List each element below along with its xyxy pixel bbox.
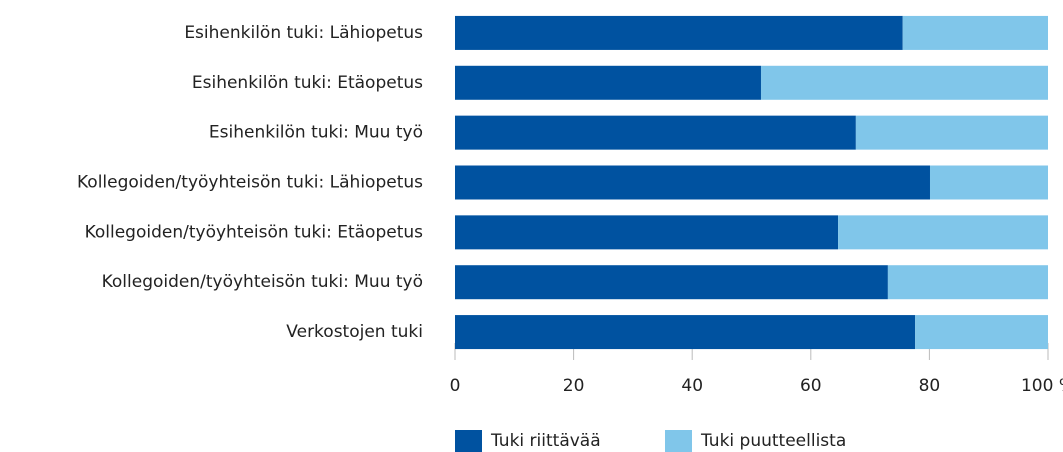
bar-segment bbox=[455, 165, 930, 200]
bar-segment bbox=[929, 165, 1048, 200]
x-tick-label: 20 bbox=[563, 376, 585, 396]
legend-label: Tuki puutteellista bbox=[700, 431, 846, 451]
y-tick-label: Esihenkilön tuki: Muu työ bbox=[209, 123, 423, 143]
y-tick-label: Esihenkilön tuki: Etäopetus bbox=[192, 73, 423, 93]
bar-segment bbox=[902, 15, 1048, 50]
bar-segment bbox=[855, 115, 1048, 150]
y-tick-label: Kollegoiden/työyhteisön tuki: Muu työ bbox=[102, 272, 423, 292]
bar-segment bbox=[455, 215, 839, 250]
legend-swatch bbox=[455, 430, 482, 452]
y-tick-label: Esihenkilön tuki: Lähiopetus bbox=[184, 23, 423, 43]
y-tick-label: Kollegoiden/työyhteisön tuki: Etäopetus bbox=[85, 222, 424, 242]
bar-segment bbox=[838, 215, 1048, 250]
x-tick-label: 80 bbox=[919, 376, 941, 396]
legend-swatch bbox=[665, 430, 692, 452]
bar-segment bbox=[455, 65, 761, 100]
x-tick-label: 60 bbox=[800, 376, 822, 396]
bar-segment bbox=[887, 265, 1048, 300]
bar-segment bbox=[455, 315, 916, 350]
legend-label: Tuki riittävää bbox=[490, 431, 601, 451]
bar-segment bbox=[915, 315, 1048, 350]
bar-segment bbox=[455, 265, 888, 300]
x-tick-label: 0 bbox=[450, 376, 461, 396]
y-tick-label: Kollegoiden/työyhteisön tuki: Lähiopetus bbox=[77, 173, 423, 193]
bar-segment bbox=[760, 65, 1048, 100]
x-tick-label: 100 % bbox=[1021, 376, 1063, 396]
bar-segment bbox=[455, 15, 903, 50]
x-tick-label: 40 bbox=[681, 376, 703, 396]
y-tick-label: Verkostojen tuki bbox=[286, 322, 423, 342]
bar-segment bbox=[455, 115, 856, 150]
